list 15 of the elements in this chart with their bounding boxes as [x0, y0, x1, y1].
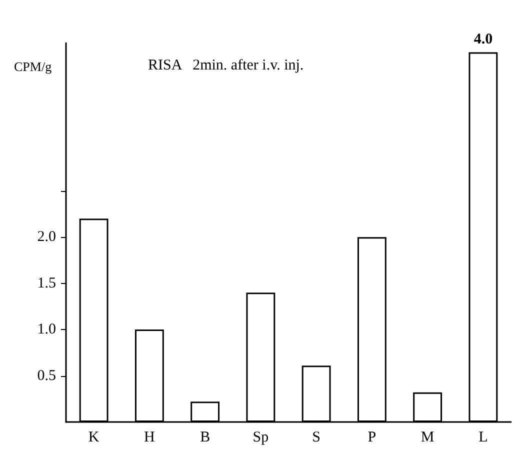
- x-tick-label: M: [420, 430, 434, 446]
- x-tick-label: S: [312, 430, 320, 446]
- x-tick-label: Sp: [252, 430, 269, 446]
- x-tick-label: P: [368, 430, 376, 446]
- x-tick-label: H: [144, 430, 156, 446]
- y-tick-label: 1.0: [37, 322, 56, 338]
- y-tick-label: 2.0: [37, 229, 56, 246]
- data-label: 4.0: [474, 32, 493, 48]
- x-tick-label: L: [478, 430, 488, 446]
- x-tick-label: K: [88, 430, 100, 446]
- y-tick-label: 0.5: [37, 368, 56, 384]
- y-tick-label: 1.5: [37, 275, 56, 292]
- text: RISA 2min. after i.v. inj.: [148, 58, 304, 74]
- x-tick-label: B: [200, 430, 210, 446]
- y-axis-title: CPM/g: [14, 59, 52, 74]
